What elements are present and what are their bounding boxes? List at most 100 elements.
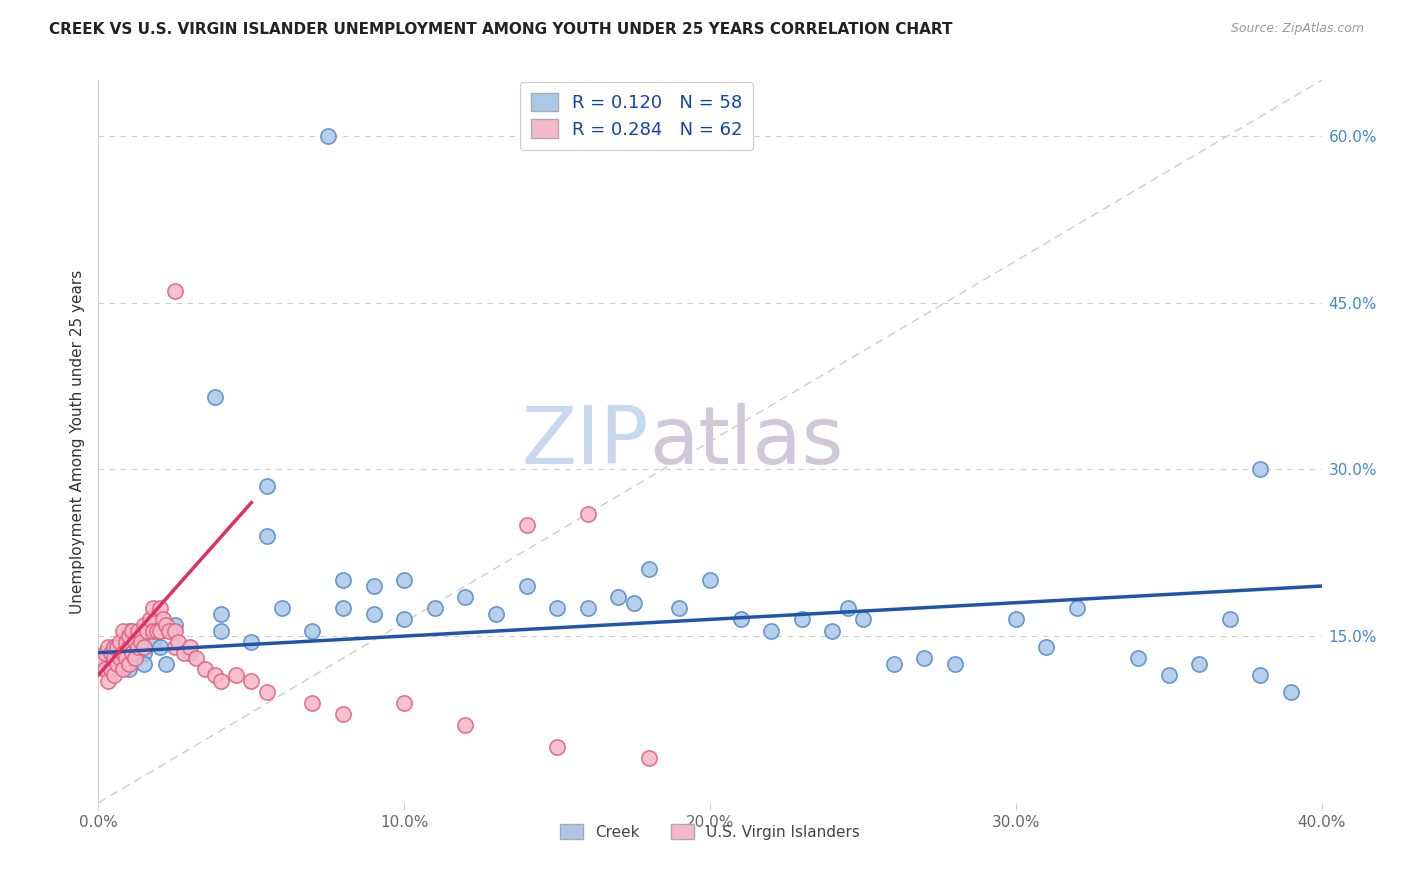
Point [118, 640, 141, 655]
Point [1219, 612, 1241, 626]
Point [155, 618, 177, 632]
Point [115, 634, 138, 648]
Point [270, 601, 292, 615]
Point [668, 601, 690, 615]
Point [1279, 684, 1302, 698]
Point [108, 634, 131, 648]
Point [363, 607, 385, 621]
Point [167, 634, 190, 648]
Point [127, 624, 149, 638]
Point [108, 651, 131, 665]
Point [837, 601, 859, 615]
Point [124, 634, 146, 648]
Point [142, 634, 165, 648]
Point [790, 612, 813, 626]
Point [134, 618, 156, 632]
Point [1128, 651, 1150, 665]
Point [90, 651, 112, 665]
Point [111, 662, 134, 676]
Point [423, 601, 446, 615]
Point [209, 624, 232, 638]
Point [1249, 462, 1271, 476]
Point [759, 624, 782, 638]
Point [129, 634, 152, 648]
Point [1188, 657, 1211, 671]
Point [139, 612, 162, 626]
Point [485, 607, 508, 621]
Point [97, 673, 120, 688]
Text: Source: ZipAtlas.com: Source: ZipAtlas.com [1230, 22, 1364, 36]
Point [103, 651, 125, 665]
Point [1249, 668, 1271, 682]
Point [332, 706, 354, 721]
Point [111, 624, 134, 638]
Point [883, 657, 905, 671]
Point [121, 624, 143, 638]
Point [149, 624, 172, 638]
Point [173, 646, 195, 660]
Point [149, 601, 172, 615]
Point [516, 517, 538, 532]
Point [392, 612, 416, 626]
Point [730, 612, 752, 626]
Point [100, 646, 122, 660]
Point [699, 574, 721, 588]
Point [1066, 601, 1088, 615]
Point [576, 601, 599, 615]
Point [93, 662, 115, 676]
Point [105, 640, 128, 655]
Point [142, 624, 165, 638]
Point [163, 618, 186, 632]
Point [105, 657, 128, 671]
Point [93, 646, 115, 660]
Point [240, 673, 263, 688]
Point [1004, 612, 1026, 626]
Point [124, 651, 146, 665]
Point [516, 579, 538, 593]
Point [607, 590, 630, 604]
Point [301, 696, 323, 710]
Point [163, 640, 186, 655]
Y-axis label: Unemployment Among Youth under 25 years: Unemployment Among Youth under 25 years [69, 269, 84, 614]
Point [392, 574, 416, 588]
Point [225, 668, 247, 682]
Point [127, 640, 149, 655]
Point [912, 651, 935, 665]
Point [118, 662, 141, 676]
Point [108, 651, 131, 665]
Point [103, 640, 125, 655]
Point [179, 640, 201, 655]
Point [576, 507, 599, 521]
Point [1157, 668, 1180, 682]
Point [637, 751, 661, 765]
Point [157, 624, 180, 638]
Point [454, 590, 477, 604]
Point [163, 624, 186, 638]
Point [118, 624, 141, 638]
Point [149, 640, 172, 655]
Text: ZIP: ZIP [522, 402, 648, 481]
Point [204, 390, 226, 404]
Point [155, 657, 177, 671]
Point [943, 657, 966, 671]
Point [163, 285, 186, 299]
Point [332, 574, 354, 588]
Point [209, 673, 232, 688]
Point [179, 646, 201, 660]
Point [186, 651, 208, 665]
Point [136, 624, 159, 638]
Point [363, 579, 385, 593]
Point [332, 601, 354, 615]
Point [100, 662, 122, 676]
Point [623, 596, 645, 610]
Point [392, 696, 416, 710]
Point [115, 651, 138, 665]
Point [209, 607, 232, 621]
Legend: Creek, U.S. Virgin Islanders: Creek, U.S. Virgin Islanders [554, 818, 866, 846]
Point [637, 562, 661, 576]
Point [118, 629, 141, 643]
Point [194, 662, 217, 676]
Point [149, 624, 172, 638]
Point [145, 624, 167, 638]
Point [142, 601, 165, 615]
